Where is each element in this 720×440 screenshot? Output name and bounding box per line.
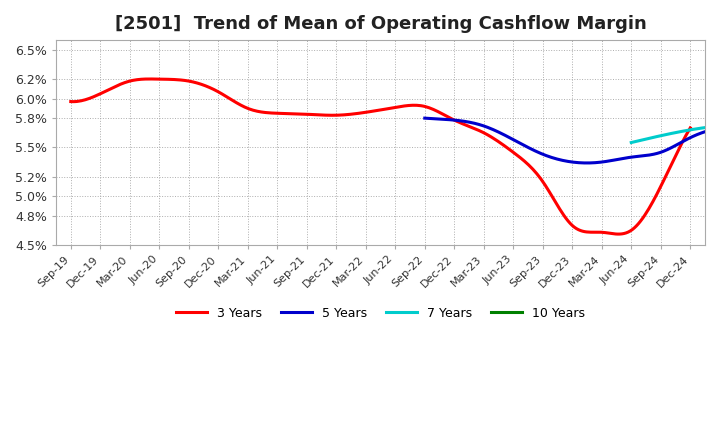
5 Years bbox=[582, 160, 591, 165]
7 Years bbox=[680, 128, 688, 134]
7 Years bbox=[701, 125, 710, 130]
Line: 5 Years: 5 Years bbox=[425, 118, 720, 163]
5 Years bbox=[421, 116, 430, 121]
3 Years bbox=[448, 116, 456, 121]
7 Years bbox=[681, 128, 690, 133]
7 Years bbox=[707, 124, 716, 129]
3 Years bbox=[686, 125, 695, 131]
5 Years bbox=[695, 131, 703, 136]
Title: [2501]  Trend of Mean of Operating Cashflow Margin: [2501] Trend of Mean of Operating Cashfl… bbox=[114, 15, 647, 33]
3 Years bbox=[68, 99, 77, 104]
3 Years bbox=[66, 99, 75, 104]
5 Years bbox=[615, 157, 624, 162]
5 Years bbox=[620, 156, 629, 161]
Line: 3 Years: 3 Years bbox=[71, 79, 690, 234]
3 Years bbox=[436, 110, 444, 115]
3 Years bbox=[145, 77, 154, 82]
5 Years bbox=[613, 157, 622, 162]
7 Years bbox=[627, 140, 636, 145]
5 Years bbox=[716, 125, 720, 131]
3 Years bbox=[590, 230, 599, 235]
Legend: 3 Years, 5 Years, 7 Years, 10 Years: 3 Years, 5 Years, 7 Years, 10 Years bbox=[171, 302, 590, 325]
7 Years bbox=[680, 128, 688, 134]
3 Years bbox=[437, 111, 446, 116]
3 Years bbox=[632, 223, 641, 228]
7 Years bbox=[627, 140, 636, 145]
Line: 7 Years: 7 Years bbox=[631, 126, 720, 143]
5 Years bbox=[420, 116, 429, 121]
3 Years bbox=[613, 231, 622, 237]
7 Years bbox=[716, 123, 720, 128]
